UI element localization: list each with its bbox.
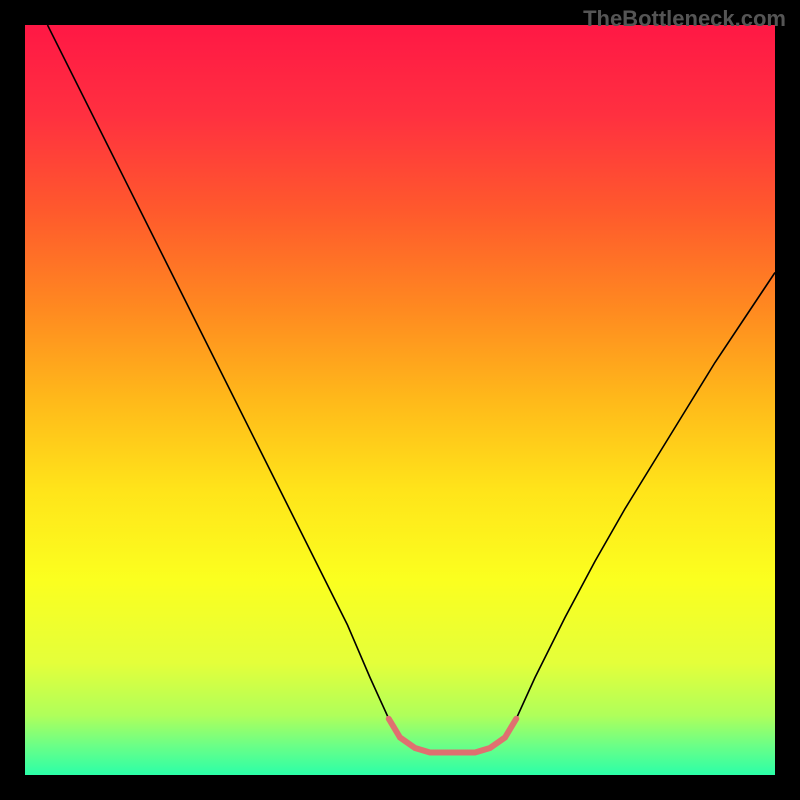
chart-frame: TheBottleneck.com (0, 0, 800, 800)
watermark-text: TheBottleneck.com (583, 6, 786, 32)
chart-background (25, 25, 775, 775)
chart-svg (25, 25, 775, 775)
plot-area (25, 25, 775, 775)
